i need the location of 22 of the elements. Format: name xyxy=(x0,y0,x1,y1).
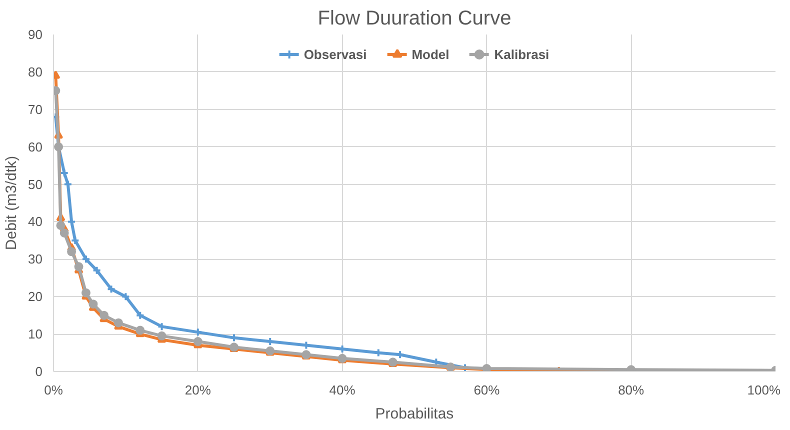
legend-label: Model xyxy=(412,46,450,62)
y-tick-label: 40 xyxy=(28,214,43,230)
x-tick-label: 100% xyxy=(747,382,781,398)
y-axis-title: Debit (m3/dtk) xyxy=(3,156,20,250)
x-tick-label: 0% xyxy=(44,382,64,398)
y-tick-label: 20 xyxy=(28,289,43,304)
legend-label: Kalibrasi xyxy=(494,46,550,62)
y-tick-label: 90 xyxy=(28,27,43,42)
y-tick-label: 80 xyxy=(28,64,43,80)
y-tick-label: 30 xyxy=(28,252,43,267)
x-tick-label: 80% xyxy=(618,382,645,398)
y-tick-label: 50 xyxy=(28,176,43,192)
x-axis-title: Probabilitas xyxy=(375,406,454,422)
x-tick-label: 60% xyxy=(474,382,500,398)
x-tick-label: 40% xyxy=(329,382,356,398)
y-tick-label: 10 xyxy=(28,326,43,342)
y-tick-label: 60 xyxy=(28,139,43,154)
chart-title: Flow Duuration Curve xyxy=(318,8,512,30)
x-tick-label: 20% xyxy=(184,382,212,398)
y-tick-label: 0 xyxy=(35,364,43,379)
legend-label: Observasi xyxy=(304,46,367,62)
y-tick-label: 70 xyxy=(28,102,43,117)
